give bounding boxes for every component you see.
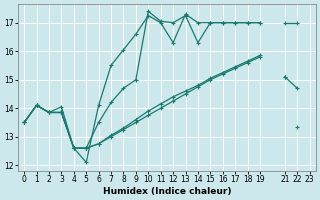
X-axis label: Humidex (Indice chaleur): Humidex (Indice chaleur) — [103, 187, 231, 196]
